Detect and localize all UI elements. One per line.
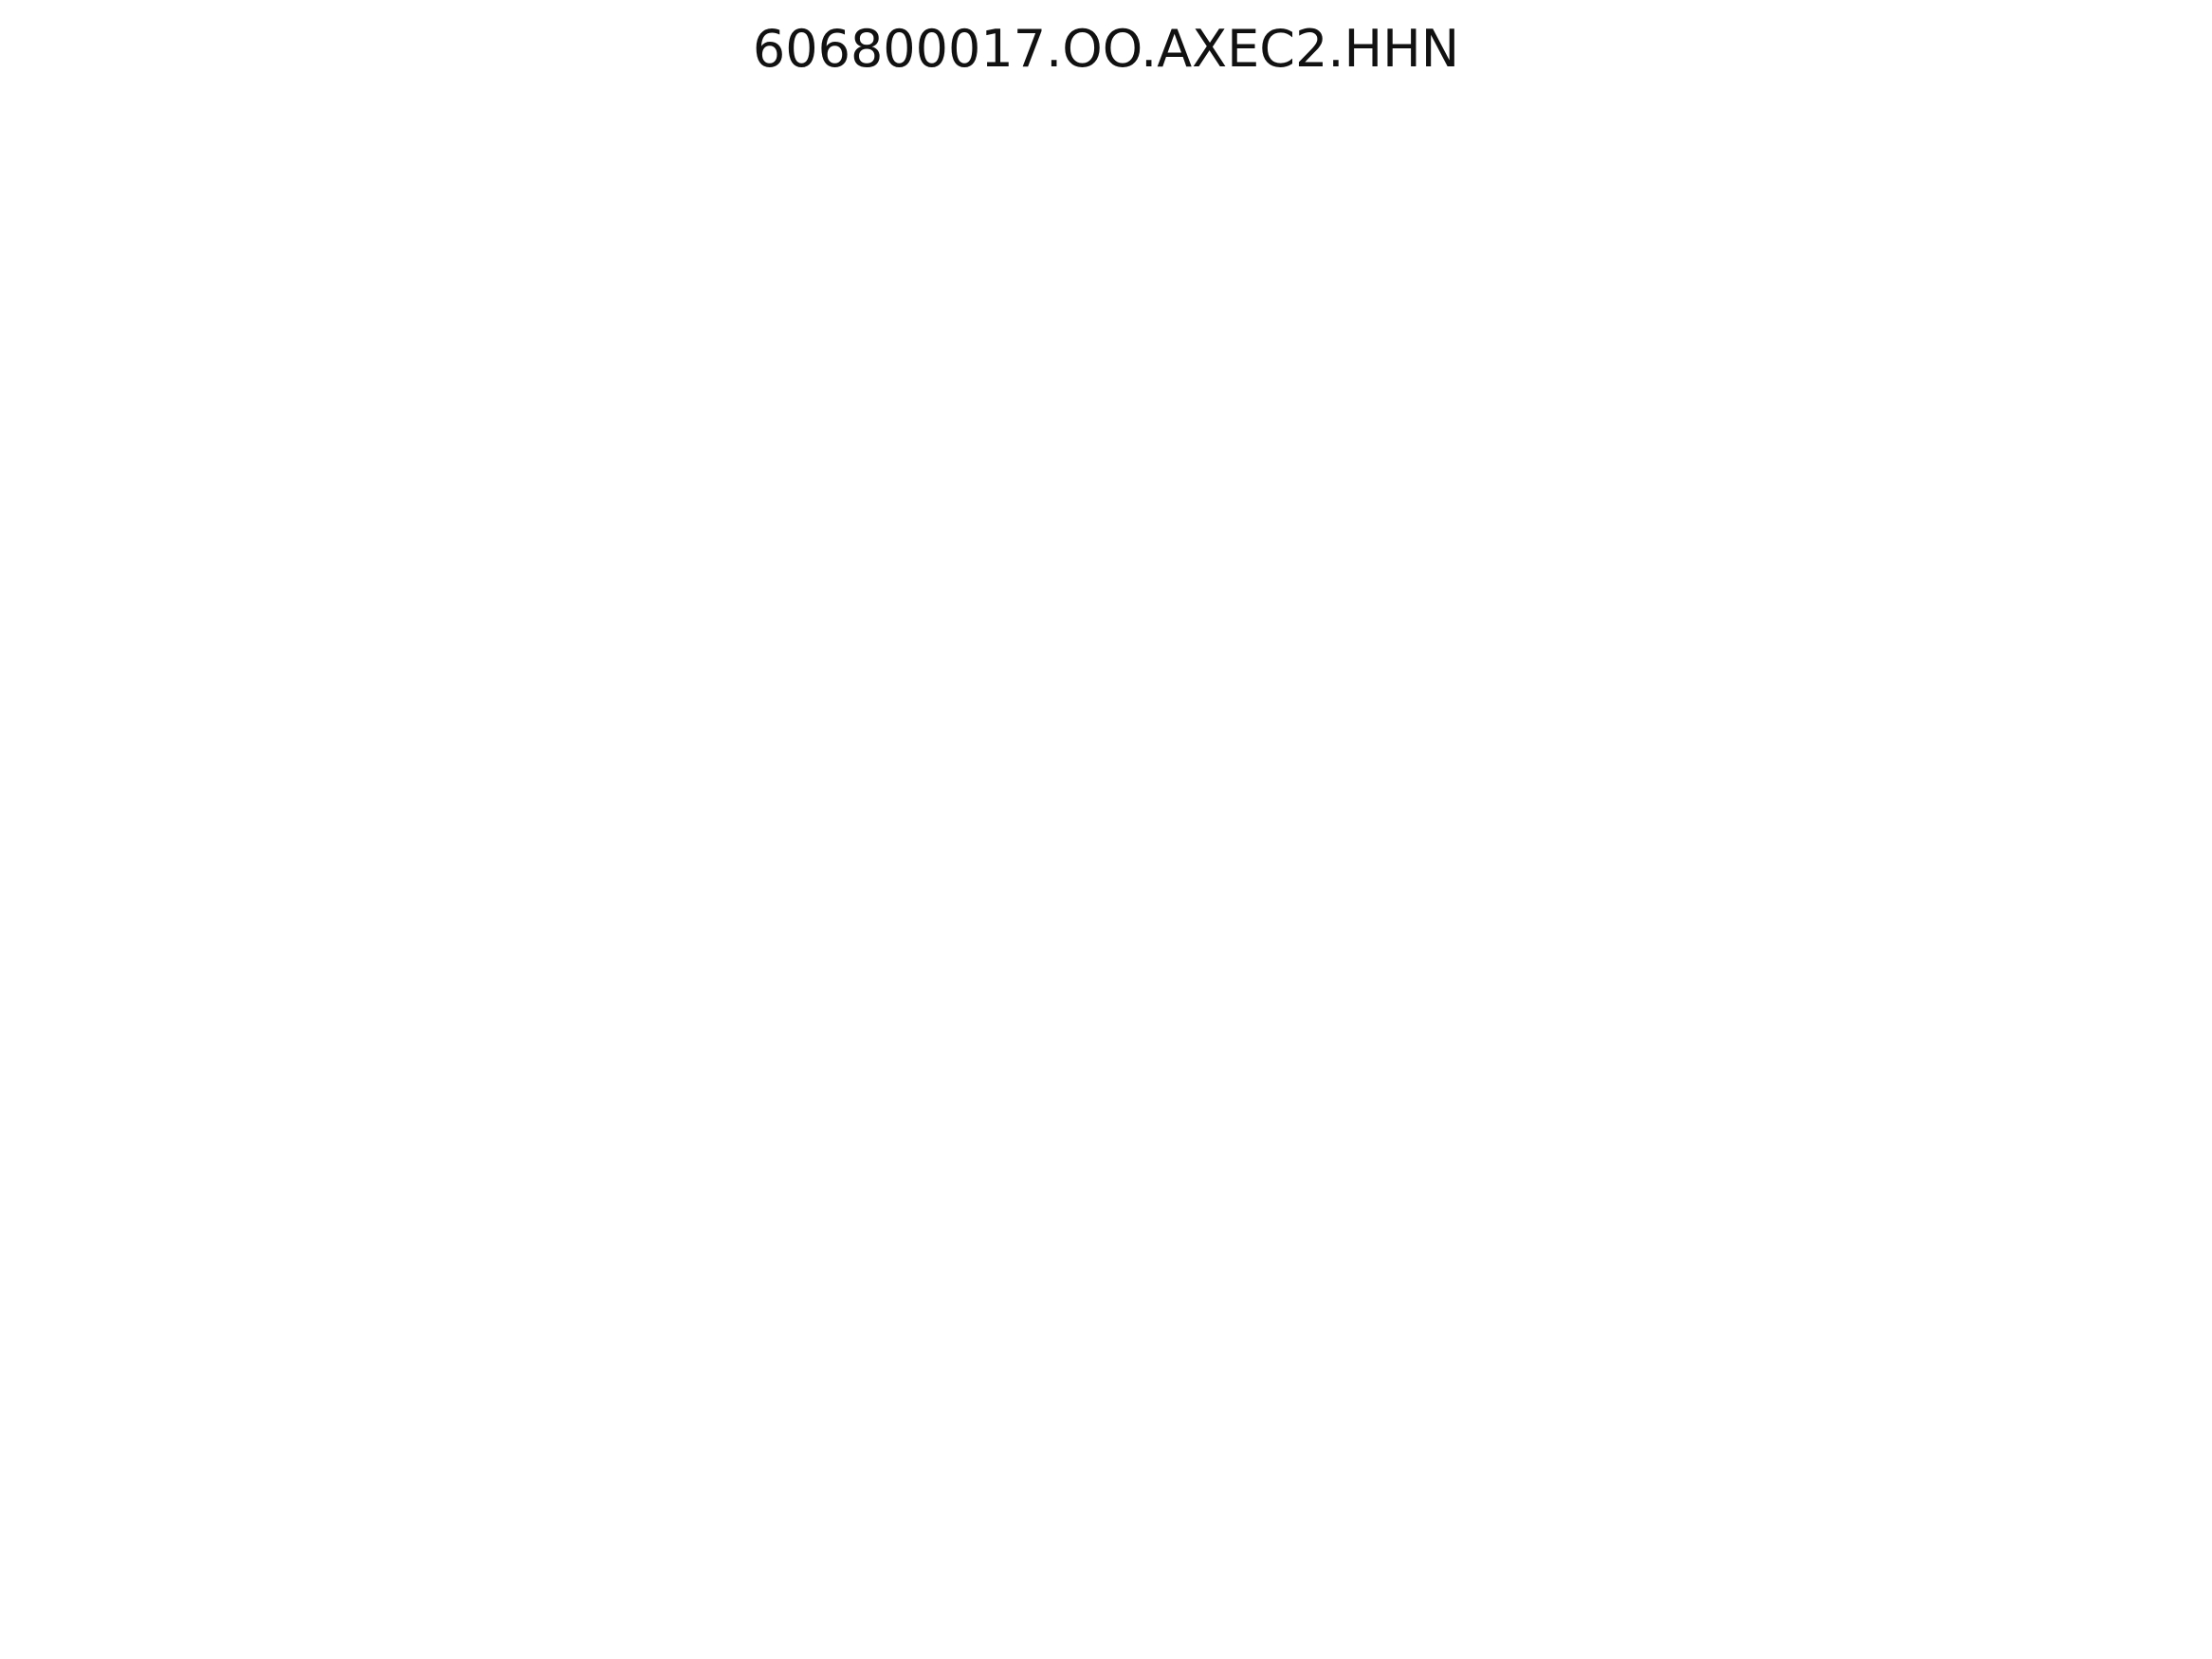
figure-title: 606800017.OO.AXEC2.HHN	[752, 19, 1460, 79]
